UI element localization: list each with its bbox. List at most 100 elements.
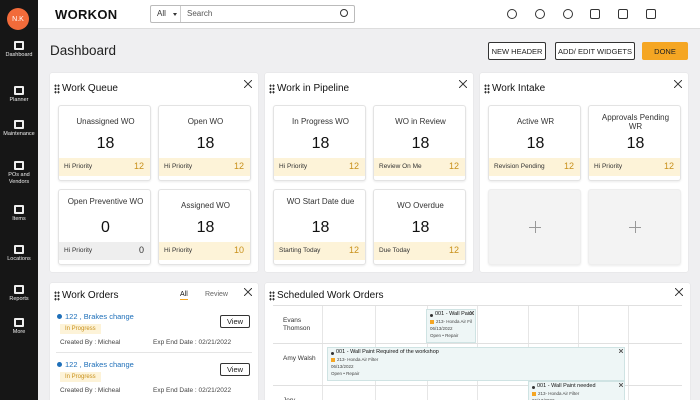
toolbar-icon[interactable] — [507, 9, 517, 19]
view-button[interactable]: View — [220, 363, 250, 376]
footer-value: 12 — [133, 161, 144, 171]
footer-label: Review On Me — [379, 163, 422, 170]
card-title: Approvals Pending WR — [601, 113, 670, 131]
nav-item[interactable]: POs and Vendors — [8, 172, 30, 185]
card-footer: Hi Priority 12 — [274, 158, 365, 176]
nav-item[interactable]: More — [12, 329, 26, 335]
footer-value: 12 — [233, 161, 244, 171]
add-icon-v — [635, 221, 636, 233]
card-title: WO Overdue — [397, 201, 444, 210]
nav-item[interactable]: Items — [12, 216, 26, 222]
header-button[interactable]: DONE — [642, 42, 688, 60]
close-button[interactable] — [244, 80, 252, 88]
add-icon-v — [535, 221, 536, 233]
schedule-event[interactable]: 001 - Wall Paint needed 213- Honda Air Fi… — [528, 381, 625, 400]
grid-row — [273, 305, 682, 306]
event-close[interactable] — [619, 349, 623, 353]
footer-label: Starting Today — [279, 247, 321, 254]
search-input[interactable]: Search — [187, 9, 213, 18]
drag-handle — [484, 84, 490, 94]
view-button[interactable]: View — [220, 315, 250, 328]
event-date: 06/13/2022 — [430, 326, 453, 331]
assignee-name: Jery — [283, 397, 321, 400]
widget-title: Work Intake — [492, 83, 546, 94]
footer-value: 12 — [663, 161, 674, 171]
nav-icon — [14, 120, 24, 129]
event-title: 001 - Wall Paint — [435, 311, 474, 317]
work-order-link[interactable]: 122 , Brakes change — [65, 360, 134, 369]
card-value: 0 — [101, 219, 110, 236]
add-card[interactable] — [488, 189, 581, 265]
stat-card: In Progress WO 18 Hi Priority 12 — [273, 105, 366, 181]
card-title: Assigned WO — [181, 201, 230, 210]
card-value: 18 — [196, 219, 215, 236]
stat-card: WO in Review 18 Review On Me 12 — [373, 105, 466, 181]
footer-label: Hi Priority — [594, 163, 623, 170]
close-button[interactable] — [459, 80, 467, 88]
card-title: WO in Review — [395, 117, 446, 126]
toolbar-icon[interactable] — [563, 9, 573, 19]
page-title: Dashboard — [50, 43, 117, 58]
footer-label: Hi Priority — [164, 163, 193, 170]
separator — [56, 352, 252, 353]
event-close[interactable] — [470, 311, 474, 315]
schedule-event[interactable]: 001 - Wall Paint 213- Honda Air Fil 06/13/… — [426, 309, 476, 343]
card-footer: Hi Priority 0 — [59, 242, 150, 260]
drag-handle — [269, 84, 275, 94]
stat-card: Open Preventive WO 0 Hi Priority 0 — [58, 189, 151, 265]
search-scope[interactable]: All — [151, 6, 181, 22]
card-footer: Review On Me 12 — [374, 158, 465, 176]
exp-end-date: Exp End Date : 02/21/2022 — [153, 387, 232, 394]
card-value: 18 — [411, 135, 430, 152]
card-footer: Starting Today 12 — [274, 242, 365, 260]
created-by: Created By : Micheal — [60, 339, 121, 346]
nav-item[interactable]: Dashboard — [5, 52, 33, 58]
stat-card: WO Start Date due 18 Starting Today 12 — [273, 189, 366, 265]
footer-value: 12 — [448, 245, 459, 255]
search-box[interactable]: All Search — [150, 5, 355, 23]
tab[interactable]: All — [180, 291, 188, 300]
nav-icon — [14, 161, 24, 170]
event-date: 06/13/2022 — [331, 364, 354, 369]
event-status: Open • Repair — [430, 333, 459, 338]
work-order-link[interactable]: 122 , Brakes change — [65, 312, 134, 321]
header-button[interactable]: ADD/ EDIT WIDGETS — [555, 42, 635, 60]
tab[interactable]: Review — [205, 291, 228, 298]
close-button[interactable] — [674, 80, 682, 88]
event-date: 06/13/2022 — [532, 398, 555, 400]
event-title: 001 - Wall Paint needed — [537, 383, 596, 389]
event-close[interactable] — [619, 383, 623, 387]
grid-row — [273, 385, 682, 386]
toolbar-icon[interactable] — [646, 9, 656, 19]
stat-card: Unassigned WO 18 Hi Priority 12 — [58, 105, 151, 181]
widget-title: Work Queue — [62, 83, 118, 94]
toolbar-icon[interactable] — [590, 9, 600, 19]
footer-label: Hi Priority — [64, 163, 93, 170]
nav-item[interactable]: Planner — [9, 97, 29, 103]
card-title: Active WR — [516, 117, 555, 126]
nav-item[interactable]: Locations — [7, 256, 31, 262]
grid-row — [273, 343, 682, 344]
nav-icon — [14, 205, 24, 214]
toolbar-icon[interactable] — [618, 9, 628, 19]
toolbar-icon[interactable] — [535, 9, 545, 19]
header-button[interactable]: NEW HEADER — [488, 42, 546, 60]
card-footer: Revision Pending 12 — [489, 158, 580, 176]
logo: WORKON — [55, 7, 118, 22]
footer-label: Revision Pending — [494, 163, 545, 170]
event-icon — [331, 358, 335, 362]
nav-item[interactable]: Reports — [9, 296, 29, 302]
schedule-event[interactable]: 001 - Wall Paint Required of the worksho… — [327, 347, 625, 381]
card-title: Open WO — [187, 117, 224, 126]
close-button[interactable] — [244, 288, 252, 296]
widget-panel: Work Queue Unassigned WO 18 Hi Priority 12 Op… — [50, 73, 258, 272]
nav-item[interactable]: Maintenance — [3, 131, 35, 137]
card-title: WO Start Date due — [286, 197, 355, 206]
event-icon — [532, 392, 536, 396]
close-button[interactable] — [675, 288, 683, 296]
created-by: Created By : Micheal — [60, 387, 121, 394]
add-card[interactable] — [588, 189, 681, 265]
search-icon — [340, 9, 348, 17]
footer-value: 12 — [563, 161, 574, 171]
user-avatar[interactable]: N.K — [7, 8, 29, 30]
